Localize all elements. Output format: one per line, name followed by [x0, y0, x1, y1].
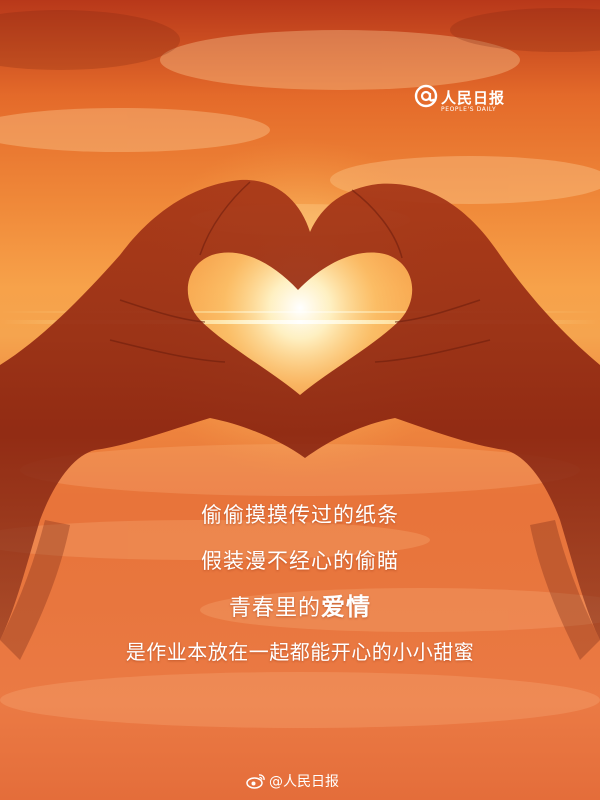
poem-line-3: 青春里的爱情 [0, 592, 600, 621]
at-sign-icon [414, 84, 438, 108]
poem-line-2: 假装漫不经心的偷瞄 [201, 549, 399, 573]
poem-line-4: 是作业本放在一起都能开心的小小甜蜜 [125, 640, 475, 664]
poem-line-3-emphasis: 爱情 [321, 592, 371, 621]
watermark-text: @人民日报 [269, 774, 339, 790]
peoples-daily-logo: 人民日报 PEOPLE'S DAILY [414, 84, 524, 116]
poem-line-3-prefix: 青春里的 [228, 596, 321, 621]
weibo-icon [246, 774, 265, 789]
logo-name: 人民日报 [441, 89, 506, 107]
poem-text: 偷偷摸摸传过的纸条 假装漫不经心的偷瞄 青春里的爱情 是作业本放在一起都能开心的… [0, 503, 600, 686]
weibo-watermark: @人民日报 [246, 771, 339, 791]
logo-subtitle: PEOPLE'S DAILY [441, 106, 497, 113]
poem-line-1: 偷偷摸摸传过的纸条 [201, 503, 399, 527]
